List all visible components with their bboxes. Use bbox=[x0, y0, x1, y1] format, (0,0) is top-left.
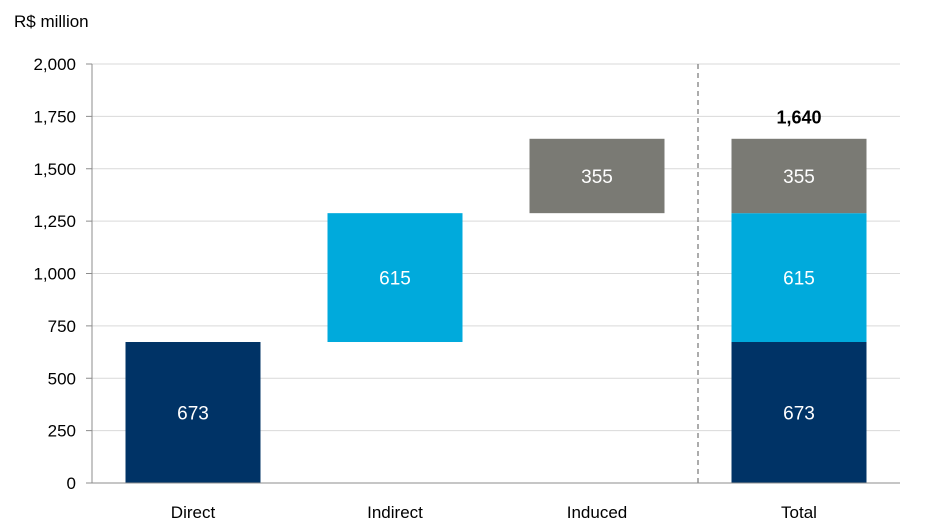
y-tick-label: 0 bbox=[67, 474, 76, 493]
bar-indirect bbox=[327, 213, 463, 343]
y-tick-label: 1,000 bbox=[33, 265, 76, 284]
y-tick-label: 500 bbox=[48, 369, 76, 388]
y-tick-label: 750 bbox=[48, 317, 76, 336]
labels: 673 615 355 673 615 355 1,640 bbox=[177, 107, 821, 424]
bar-induced bbox=[529, 138, 665, 214]
y-tick-label: 250 bbox=[48, 422, 76, 441]
x-tick-label: Induced bbox=[567, 503, 628, 522]
y-tick-label: 2,000 bbox=[33, 55, 76, 74]
data-label: 673 bbox=[177, 404, 209, 425]
data-label: 615 bbox=[379, 269, 411, 290]
total-value-label: 1,640 bbox=[776, 107, 821, 127]
x-tick-label: Direct bbox=[171, 503, 216, 522]
x-tick-label: Indirect bbox=[367, 503, 423, 522]
data-label: 355 bbox=[581, 167, 613, 188]
y-axis-unit-label: R$ million bbox=[14, 12, 89, 31]
data-label: 615 bbox=[783, 269, 815, 290]
axes: 0 250 500 750 1,000 1,250 1,500 1,750 2,000 Direc… bbox=[33, 55, 900, 522]
data-label: 355 bbox=[783, 167, 815, 188]
total-segment bbox=[731, 342, 867, 483]
total-segment bbox=[731, 138, 867, 214]
data-label: 673 bbox=[783, 404, 815, 425]
bar-direct bbox=[125, 342, 261, 483]
y-tick-label: 1,500 bbox=[33, 160, 76, 179]
y-tick-label: 1,750 bbox=[33, 107, 76, 126]
x-tick-label: Total bbox=[781, 503, 817, 522]
total-segment bbox=[731, 213, 867, 343]
y-tick-label: 1,250 bbox=[33, 212, 76, 231]
bars bbox=[125, 138, 867, 483]
